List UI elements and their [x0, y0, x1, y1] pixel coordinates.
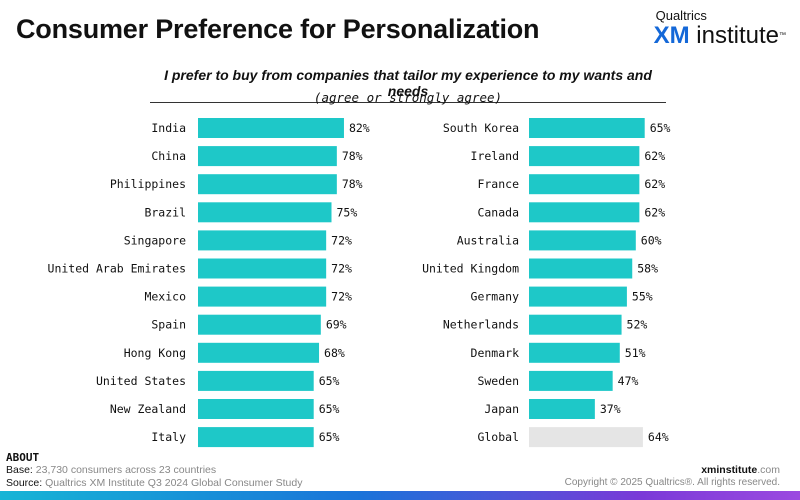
source-label: Source:: [6, 477, 46, 489]
bar: [198, 118, 344, 138]
data-label: 78%: [342, 177, 363, 191]
bar: [198, 286, 327, 307]
data-label: 65%: [319, 374, 340, 388]
bar: [198, 258, 327, 279]
data-label: 65%: [319, 430, 340, 444]
source-note: Source: Qualtrics XM Institute Q3 2024 G…: [6, 477, 302, 489]
category-label: Italy: [151, 430, 186, 444]
base-value: 23,730 consumers across 23 countries: [35, 464, 217, 476]
category-label: Brazil: [144, 205, 186, 219]
data-label: 62%: [644, 177, 665, 191]
bar-chart: India 82% China 78% Philippines 78% Brazil 75% S…: [48, 118, 671, 448]
benchmark-bar: [529, 427, 643, 448]
bar: [529, 174, 640, 195]
bar: [198, 370, 314, 391]
bar: [198, 146, 337, 167]
category-label: Ireland: [471, 149, 519, 163]
category-label: Philippines: [110, 177, 186, 191]
category-label: United Kingdom: [422, 262, 519, 276]
bar: [529, 258, 633, 279]
site-tld: .com: [757, 464, 780, 476]
bar: [529, 370, 613, 391]
data-label: 72%: [331, 290, 352, 304]
data-label: 51%: [625, 346, 646, 360]
data-label: 58%: [637, 262, 658, 276]
bar: [529, 399, 595, 419]
bar: [198, 314, 321, 335]
category-label: Japan: [484, 402, 519, 416]
logo-institute-text: institute: [689, 22, 779, 49]
data-label: 65%: [319, 402, 340, 416]
data-label: 64%: [648, 430, 669, 444]
base-label: Base:: [6, 464, 36, 476]
data-label: 55%: [632, 290, 653, 304]
category-label: Singapore: [124, 233, 186, 247]
category-label: Mexico: [144, 290, 186, 304]
category-label: South Korea: [443, 121, 519, 135]
data-label: 68%: [324, 346, 345, 360]
category-label: Denmark: [471, 346, 520, 360]
category-label: Germany: [471, 290, 520, 304]
bar: [529, 230, 636, 251]
category-label: United States: [96, 374, 186, 388]
data-label: 47%: [618, 374, 639, 388]
about-heading: ABOUT: [6, 451, 40, 464]
category-label: United Arab Emirates: [48, 262, 186, 276]
data-label: 72%: [331, 262, 352, 276]
category-label: France: [477, 177, 519, 191]
category-label: Global: [477, 430, 519, 444]
bar: [198, 427, 314, 448]
data-label: 78%: [342, 149, 363, 163]
data-label: 62%: [644, 205, 665, 219]
logo-top-text: Qualtrics: [655, 8, 707, 23]
data-label: 75%: [337, 205, 358, 219]
data-label: 52%: [627, 318, 648, 332]
source-value: Qualtrics XM Institute Q3 2024 Global Co…: [45, 477, 303, 489]
data-label: 37%: [600, 402, 621, 416]
chart-subtitle: (agree or strongly agree): [313, 90, 503, 105]
page-title: Consumer Preference for Personalization: [16, 14, 540, 44]
data-label: 72%: [331, 233, 352, 247]
base-note: Base: 23,730 consumers across 23 countri…: [6, 464, 216, 476]
data-label: 65%: [650, 121, 671, 135]
logo-xm-text: XM: [653, 22, 690, 49]
category-label: Canada: [477, 205, 519, 219]
category-label: Netherlands: [443, 318, 519, 332]
bar: [529, 286, 627, 307]
data-label: 62%: [644, 149, 665, 163]
copyright-text: Copyright © 2025 Qualtrics®. All rights …: [564, 477, 780, 488]
data-label: 82%: [349, 121, 370, 135]
bar: [529, 202, 640, 223]
bar: [198, 399, 314, 419]
logo-bottom-text: XM institute™: [654, 23, 786, 49]
category-label: China: [151, 149, 186, 163]
site-domain: xminstitute: [701, 464, 758, 476]
bar: [529, 118, 645, 138]
category-label: Hong Kong: [124, 346, 186, 360]
data-label: 69%: [326, 318, 347, 332]
bar: [529, 146, 640, 167]
bar: [529, 342, 620, 363]
site-url: xminstitute.com: [701, 464, 780, 476]
bottom-gradient-bar: [0, 491, 800, 500]
bar: [198, 230, 327, 251]
bar: [198, 174, 337, 195]
qualtrics-xm-institute-logo: Qualtrics XM institute™: [654, 9, 786, 49]
category-label: India: [151, 121, 186, 135]
category-label: New Zealand: [110, 402, 186, 416]
bar: [198, 202, 332, 223]
logo-tm-text: ™: [779, 32, 786, 39]
bar: [198, 342, 320, 363]
category-label: Spain: [151, 318, 186, 332]
bar: [529, 314, 622, 335]
category-label: Australia: [457, 233, 519, 247]
chart-title: I prefer to buy from companies that tail…: [150, 67, 666, 103]
data-label: 60%: [641, 233, 662, 247]
category-label: Sweden: [477, 374, 519, 388]
